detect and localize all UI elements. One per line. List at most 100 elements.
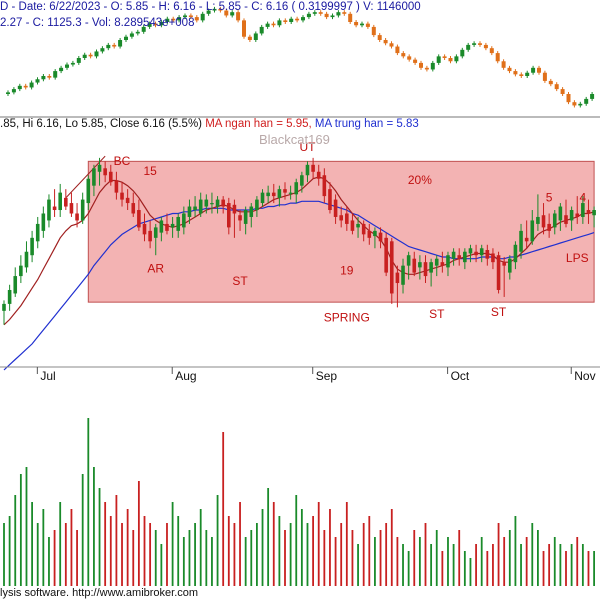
volume-bar <box>132 530 135 586</box>
index-candle <box>165 18 170 22</box>
volume-bar <box>447 537 449 586</box>
candle-body <box>389 241 394 294</box>
volume-bar <box>430 544 433 586</box>
volume-bar <box>508 530 511 586</box>
index-candle <box>377 35 382 40</box>
index-candle <box>11 89 16 93</box>
volume-bar <box>531 523 534 586</box>
candle-body <box>333 199 338 217</box>
volume-bar <box>126 509 129 586</box>
volume-bar <box>357 544 359 586</box>
candle-body <box>468 248 473 254</box>
volume-bar <box>497 523 500 586</box>
volume-bar <box>486 551 489 586</box>
candle-body <box>367 230 372 238</box>
index-candle <box>171 18 176 21</box>
index-candle <box>483 44 488 49</box>
index-candle <box>112 44 117 47</box>
volume-bar <box>48 537 50 586</box>
index-candle <box>283 20 288 22</box>
volume-bar <box>374 537 376 586</box>
candle-body <box>485 250 490 259</box>
volume-bar <box>565 551 567 586</box>
index-candle <box>253 33 258 40</box>
candle-body <box>569 210 574 221</box>
index-candle <box>301 17 305 21</box>
candle-body <box>159 220 164 233</box>
candle-body <box>47 199 51 221</box>
index-candle <box>88 54 93 57</box>
index-candle <box>413 59 418 63</box>
candle-body <box>423 262 428 277</box>
candle-body <box>558 206 563 221</box>
index-candle <box>554 84 559 90</box>
index-candle <box>141 26 146 32</box>
candle-body <box>92 168 96 186</box>
volume-bar <box>8 516 11 586</box>
candle-body <box>530 220 535 242</box>
volume-bar <box>149 523 152 586</box>
index-candle <box>324 13 329 18</box>
month-label: Aug <box>175 369 196 383</box>
index-candle <box>17 85 22 90</box>
candle-body <box>260 192 265 204</box>
index-candle <box>230 12 235 16</box>
volume-bar <box>525 537 528 586</box>
candle-body <box>547 223 551 231</box>
candle-body <box>575 213 580 217</box>
volume-bar <box>278 516 281 586</box>
index-candle <box>525 72 530 76</box>
volume-bar <box>53 530 56 586</box>
volume-bar <box>289 523 292 586</box>
month-label: Sep <box>316 369 338 383</box>
candle-body <box>373 230 377 237</box>
candle-body <box>463 251 467 263</box>
volume-bar <box>362 523 365 586</box>
volume-bar <box>87 418 90 586</box>
candle-body <box>69 203 74 214</box>
index-candle <box>82 54 87 58</box>
candle-body <box>64 197 68 207</box>
watermark: Blackcat169 <box>259 132 330 147</box>
candle-body <box>474 251 478 256</box>
index-candle <box>354 22 359 26</box>
candle-body <box>502 262 506 266</box>
candle-body <box>249 206 254 217</box>
bc-pointer-line <box>65 155 106 199</box>
index-candle <box>507 67 512 72</box>
index-candle <box>47 76 52 78</box>
wyckoff-annotation: LPS <box>566 251 589 265</box>
candle-body <box>446 255 450 268</box>
volume-bar <box>317 502 320 586</box>
trading-range-zone <box>87 160 595 303</box>
volume-bar <box>469 558 472 586</box>
index-candle <box>183 15 187 18</box>
volume-bar <box>576 537 579 586</box>
index-candle <box>259 26 264 34</box>
index-candle <box>271 23 276 26</box>
wyckoff-annotation: ST <box>491 305 507 319</box>
volume-bar <box>452 544 455 586</box>
candle-body <box>322 175 327 197</box>
volume-bar <box>402 544 404 586</box>
candle-body <box>108 171 113 183</box>
volume-bar <box>300 509 303 586</box>
volume-bar <box>435 530 438 586</box>
candle-body <box>406 255 411 266</box>
index-candle <box>277 20 282 26</box>
index-candle <box>76 58 81 63</box>
index-candle <box>489 48 494 54</box>
index-candle <box>407 56 412 60</box>
month-label: Oct <box>451 369 470 383</box>
index-candle <box>29 82 34 88</box>
candle-body <box>19 265 23 277</box>
index-candle <box>436 56 441 63</box>
index-candle <box>466 44 471 50</box>
index-candle <box>188 15 193 18</box>
volume-bar <box>104 502 107 586</box>
volume-bar <box>261 509 264 586</box>
month-label: Jul <box>40 369 55 383</box>
index-candle <box>6 92 10 94</box>
candle-body <box>86 178 91 204</box>
candle-body <box>176 216 181 231</box>
